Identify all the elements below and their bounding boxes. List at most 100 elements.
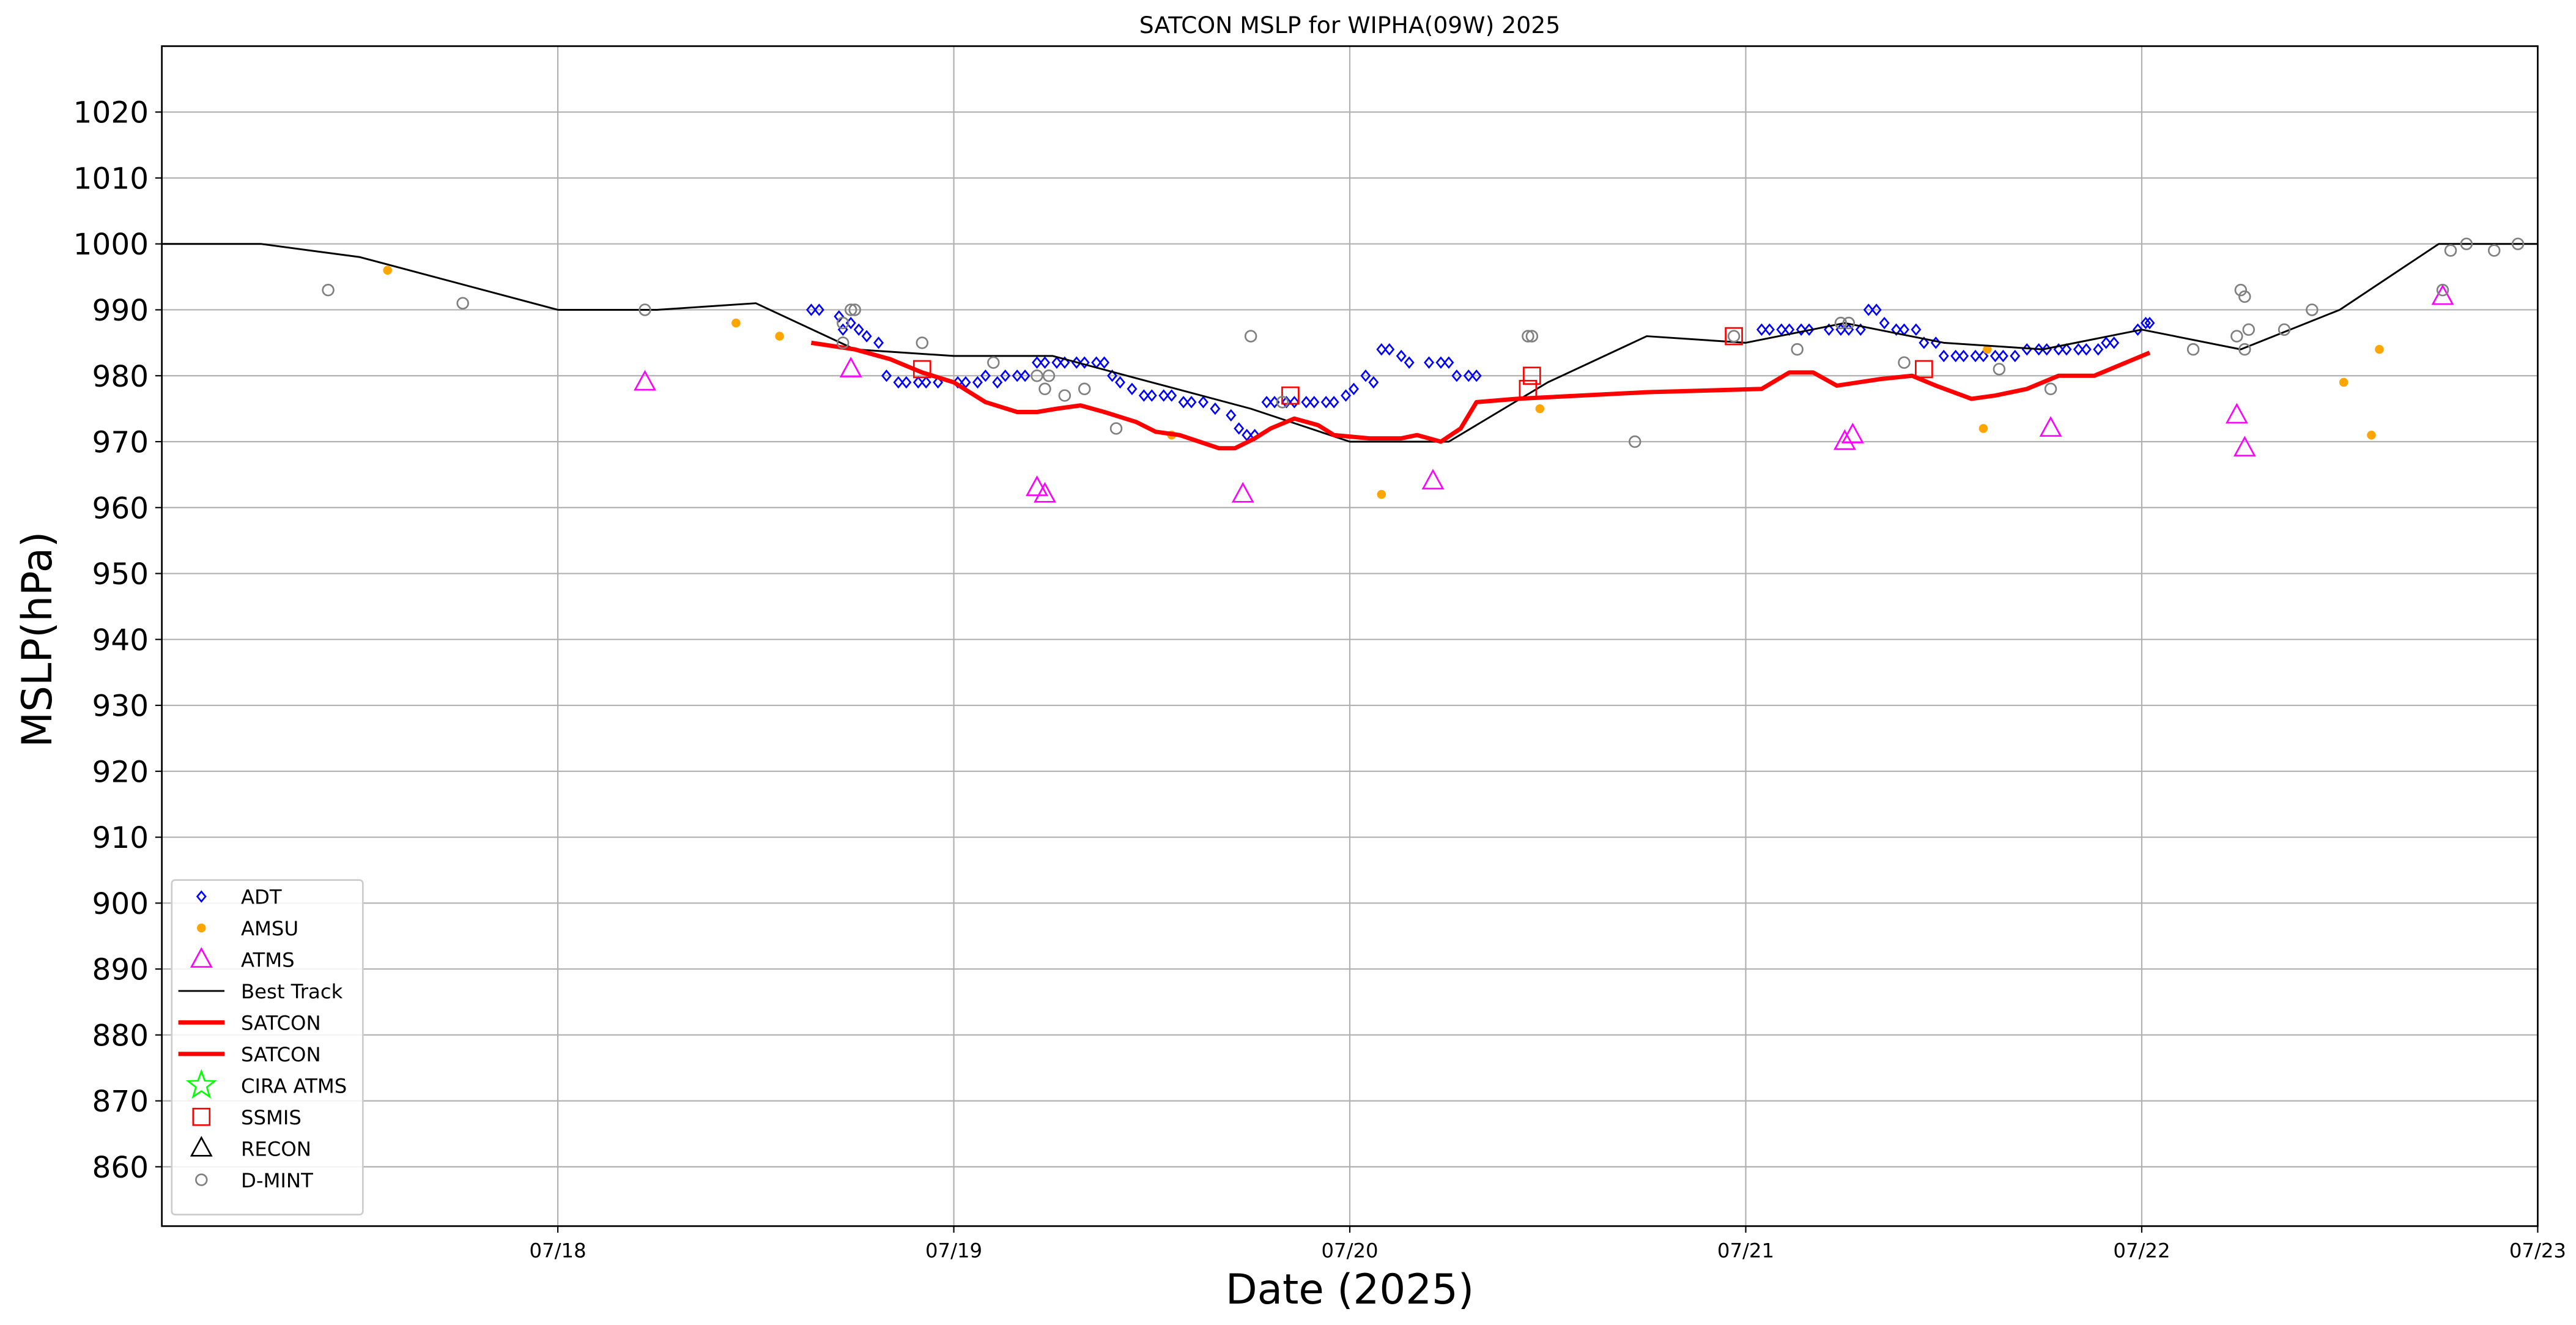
legend-label: SSMIS xyxy=(241,1106,302,1129)
legend-marker xyxy=(192,1107,211,1126)
data-point xyxy=(1079,356,1090,369)
data-point xyxy=(1031,369,1043,382)
data-point xyxy=(1791,343,1804,356)
y-tick-label: 970 xyxy=(92,426,149,460)
y-tick-label: 960 xyxy=(92,491,149,525)
data-point xyxy=(1725,327,1743,346)
legend-label: AMSU xyxy=(241,917,298,940)
series-line xyxy=(810,340,2151,451)
data-point xyxy=(1244,330,1257,343)
data-point xyxy=(2242,323,2256,336)
data-point xyxy=(1983,344,1992,354)
data-point xyxy=(1463,369,1474,382)
data-point xyxy=(1234,422,1245,435)
data-point xyxy=(2132,323,2143,336)
data-point xyxy=(1435,356,1446,369)
data-point xyxy=(1842,316,1856,330)
data-point xyxy=(1519,379,1538,398)
data-point xyxy=(1039,356,1050,369)
data-point xyxy=(1834,316,1848,330)
legend-marker xyxy=(197,923,206,933)
data-point xyxy=(1978,424,1988,433)
data-point xyxy=(805,303,816,316)
data-point xyxy=(2230,330,2243,343)
data-point xyxy=(1020,369,1031,382)
data-point xyxy=(1451,369,1462,382)
data-point xyxy=(1166,389,1177,402)
data-point xyxy=(1993,363,2006,376)
data-point xyxy=(1396,349,1407,363)
data-point xyxy=(2375,344,2384,354)
data-point xyxy=(322,283,335,297)
data-point xyxy=(844,303,857,316)
legend-marker xyxy=(185,1069,217,1099)
data-point xyxy=(1804,323,1815,336)
y-tick-label: 870 xyxy=(92,1085,149,1119)
data-point xyxy=(2144,316,2155,330)
data-point xyxy=(1525,330,1539,343)
data-point xyxy=(1309,396,1320,409)
chart-title: SATCON MSLP for WIPHA(09W) 2025 xyxy=(1139,12,1560,39)
data-point xyxy=(2460,237,2473,250)
data-point xyxy=(1026,475,1048,496)
data-point xyxy=(1776,323,1787,336)
data-point xyxy=(456,297,469,310)
data-point xyxy=(2225,403,2248,424)
data-point xyxy=(1938,349,1949,363)
data-point xyxy=(1078,382,1091,396)
data-point xyxy=(2109,336,2120,349)
data-point xyxy=(1523,366,1541,385)
data-point xyxy=(2234,283,2248,297)
data-point xyxy=(1226,409,1237,422)
data-point xyxy=(980,369,991,382)
data-point xyxy=(1138,389,1149,402)
data-point xyxy=(1146,389,1157,402)
y-tick-label: 890 xyxy=(92,953,149,987)
data-point xyxy=(1197,396,1208,409)
data-point xyxy=(2061,343,2072,356)
legend-marker xyxy=(190,947,213,968)
x-tick-label: 07/19 xyxy=(925,1239,982,1263)
y-tick-label: 880 xyxy=(92,1019,149,1053)
data-point xyxy=(2034,343,2045,356)
x-tick-label: 07/18 xyxy=(530,1239,587,1263)
data-point xyxy=(2140,316,2151,330)
data-point xyxy=(1833,429,1856,450)
data-point xyxy=(972,376,983,389)
data-point xyxy=(2233,436,2256,457)
data-point xyxy=(881,369,892,382)
data-point xyxy=(2487,244,2501,257)
data-point xyxy=(1841,422,1864,444)
y-tick-label: 990 xyxy=(92,294,149,328)
data-point xyxy=(1320,396,1331,409)
y-tick-label: 1000 xyxy=(73,228,149,262)
y-tick-label: 920 xyxy=(92,755,149,789)
y-tick-label: 1010 xyxy=(73,161,149,196)
y-tick-label: 950 xyxy=(92,557,149,592)
data-point xyxy=(861,330,872,343)
legend-marker xyxy=(195,1173,208,1186)
data-point xyxy=(837,316,849,330)
data-point xyxy=(2186,343,2200,356)
data-point xyxy=(1522,330,1534,343)
data-point xyxy=(1796,323,1807,336)
data-point xyxy=(1919,336,1930,349)
data-point xyxy=(2053,343,2064,356)
data-point xyxy=(901,376,912,389)
data-point xyxy=(1898,356,1911,369)
data-point xyxy=(2238,343,2251,356)
data-point xyxy=(2093,343,2104,356)
data-point xyxy=(1978,349,1989,363)
data-point xyxy=(916,336,929,349)
data-point xyxy=(731,318,741,328)
data-point xyxy=(1855,323,1866,336)
legend-label: SATCON xyxy=(241,1043,321,1066)
legend-label: Best Track xyxy=(241,980,343,1003)
data-point xyxy=(839,357,862,377)
data-point xyxy=(1384,343,1395,356)
data-point xyxy=(2339,377,2348,387)
data-point xyxy=(1038,382,1051,396)
plot-area xyxy=(161,237,2538,503)
data-point xyxy=(1099,356,1110,369)
